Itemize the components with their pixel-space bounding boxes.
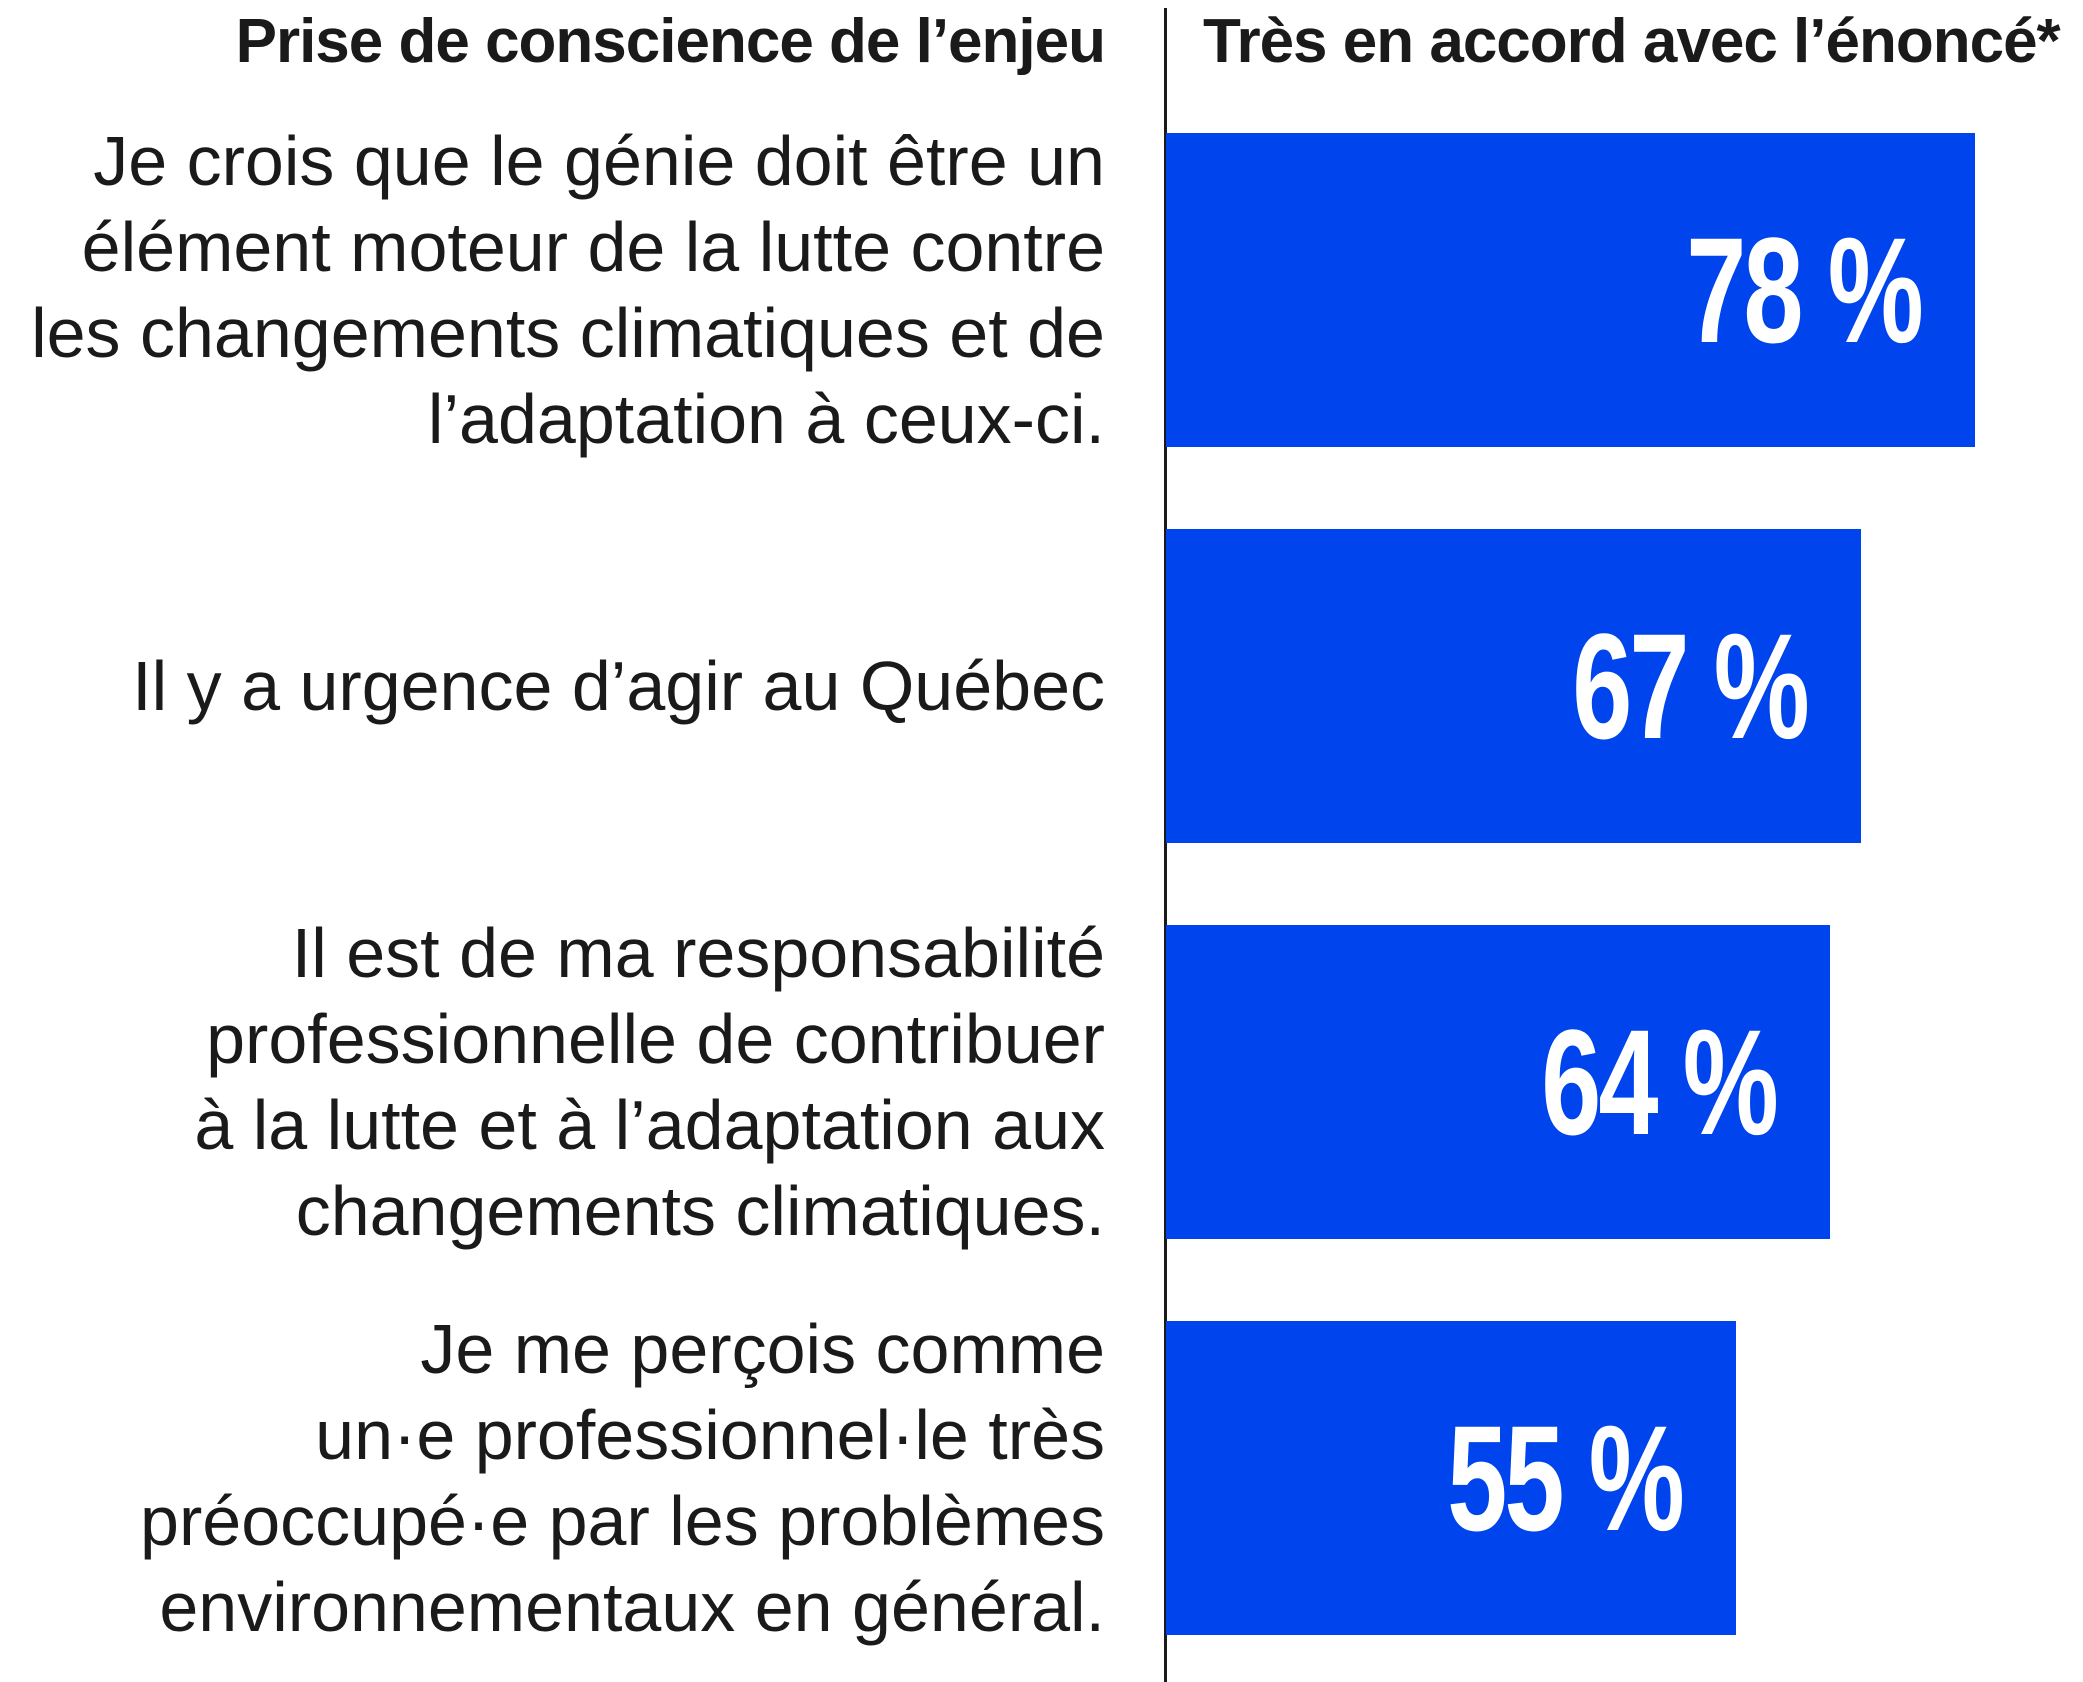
category-label: Je crois que le génie doit être un éléme… [31, 122, 1105, 458]
bar: 55 % [1166, 1321, 1736, 1635]
bar-value-label: 67 % [1572, 601, 1810, 770]
category-label: Je me perçois comme un·e professionnel·l… [140, 1310, 1105, 1646]
value-column-header: Très en accord avec l’énoncé* [1203, 7, 2061, 76]
category-label: Il est de ma responsabilité professionne… [194, 914, 1105, 1250]
bar-value-label: 55 % [1447, 1393, 1685, 1562]
category-column-header: Prise de conscience de l’enjeu [235, 7, 1106, 76]
bar: 78 % [1166, 133, 1975, 447]
axis-line [1164, 8, 1167, 1682]
bar: 67 % [1166, 529, 1861, 843]
bar-value-label: 78 % [1686, 205, 1924, 374]
bar: 64 % [1166, 925, 1830, 1239]
category-label: Il y a urgence d’agir au Québec [132, 647, 1105, 725]
bar-value-label: 64 % [1541, 997, 1779, 1166]
